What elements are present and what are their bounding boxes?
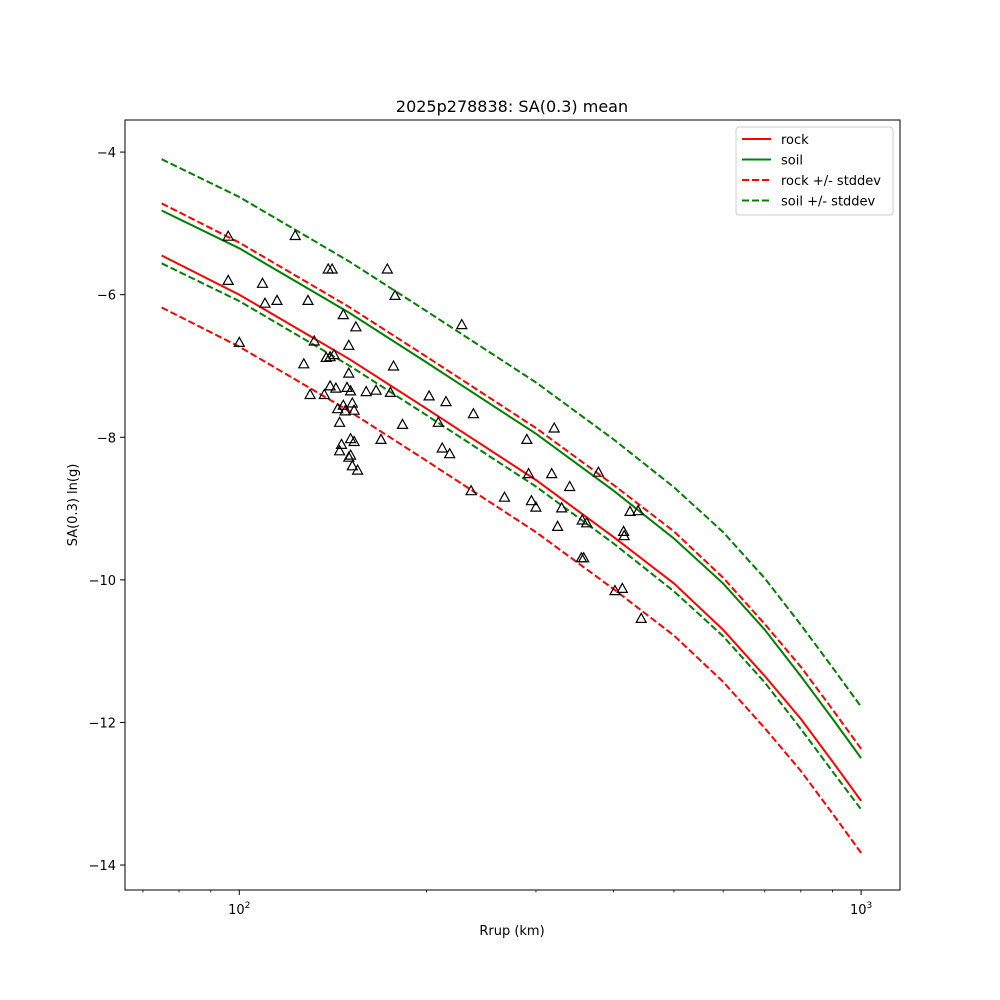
observation-point	[563, 480, 576, 492]
observation-point	[344, 384, 357, 396]
observation-point	[551, 520, 564, 532]
series-line-0	[161, 254, 862, 802]
x-tick-label: 103	[850, 901, 872, 918]
x-axis-label: Rrup (km)	[479, 924, 544, 939]
observation-point	[525, 494, 538, 506]
x-tick-label: 102	[228, 901, 250, 918]
y-axis: −4 −6 −8 −10 −12 −14	[89, 146, 125, 874]
observation-point	[439, 395, 453, 407]
observation-point	[520, 433, 533, 444]
series-line-3	[161, 306, 862, 854]
observation-point	[222, 229, 235, 241]
axes-frame	[124, 119, 901, 891]
y-tick-label: −14	[89, 859, 116, 874]
observation-point	[333, 416, 346, 427]
observations-layer	[222, 229, 648, 624]
observation-point	[384, 386, 397, 397]
observation-point	[326, 262, 339, 274]
y-tick-label: −8	[97, 431, 116, 446]
observation-point	[455, 318, 468, 330]
legend-label: rock +/- stddev	[781, 174, 881, 189]
observation-point	[545, 467, 558, 479]
observation-point	[346, 459, 359, 471]
curves-layer	[161, 158, 862, 854]
observation-point	[342, 339, 355, 350]
observation-point	[529, 500, 542, 512]
observation-point	[348, 435, 361, 447]
observation-point	[270, 294, 284, 305]
observation-point	[443, 447, 456, 459]
observation-point	[344, 448, 357, 460]
observation-point	[289, 229, 302, 241]
observation-point	[374, 433, 388, 444]
observation-point	[555, 501, 568, 513]
observation-point	[324, 379, 337, 391]
observation-point	[467, 407, 480, 419]
observation-point	[432, 416, 445, 427]
observation-point	[351, 463, 364, 475]
y-tick-label: −12	[89, 716, 116, 731]
observation-point	[331, 402, 344, 414]
legend-box	[735, 126, 894, 216]
observation-point	[387, 359, 400, 371]
observation-point	[304, 388, 317, 400]
observation-point	[592, 465, 605, 477]
observation-point	[337, 308, 350, 320]
observation-point	[608, 584, 622, 596]
observation-point	[222, 274, 235, 285]
observation-point	[348, 403, 361, 415]
y-axis-label: SA(0.3) ln(g)	[66, 464, 81, 547]
observation-point	[327, 348, 341, 360]
observation-point	[577, 551, 590, 563]
observation-point	[618, 529, 631, 541]
observation-point	[256, 277, 269, 288]
observation-point	[617, 525, 630, 537]
observation-point	[308, 334, 321, 346]
observation-point	[396, 418, 409, 429]
observation-point	[522, 467, 535, 479]
legend-label: rock	[781, 133, 809, 148]
series-line-4	[161, 158, 862, 708]
observation-point	[465, 484, 478, 496]
observation-point	[436, 441, 449, 453]
observation-point	[233, 336, 246, 347]
observation-point	[381, 262, 394, 274]
observation-point	[360, 385, 373, 397]
observation-point	[301, 294, 315, 305]
observation-point	[370, 383, 383, 395]
x-axis: 102 103	[142, 890, 872, 918]
observation-point	[388, 289, 402, 300]
observation-point	[623, 505, 637, 517]
y-tick-label: −4	[97, 146, 116, 161]
observation-point	[318, 388, 331, 400]
y-tick-label: −6	[97, 289, 116, 304]
observation-point	[339, 404, 352, 416]
y-tick-label: −10	[89, 574, 116, 589]
chart-title: 2025p278838: SA(0.3) mean	[396, 97, 628, 116]
series-line-2	[161, 202, 862, 750]
legend-label: soil +/- stddev	[781, 195, 876, 210]
legend-label: soil	[781, 154, 803, 169]
observation-point	[297, 357, 310, 369]
observation-point	[548, 421, 561, 433]
observation-point	[635, 612, 648, 624]
legend: rock soil rock +/- stddev soil +/- stddev	[735, 126, 894, 216]
observation-point	[616, 582, 629, 594]
observation-point	[329, 381, 342, 393]
observation-point	[258, 296, 272, 308]
observation-point	[632, 504, 645, 516]
series-line-1	[161, 209, 862, 759]
observation-point	[333, 444, 346, 456]
observation-point	[346, 396, 359, 408]
observation-point	[423, 389, 436, 401]
observation-point	[324, 350, 337, 362]
observation-point	[498, 490, 511, 502]
observation-point	[342, 366, 355, 378]
observation-point	[349, 320, 362, 332]
observation-point	[320, 351, 333, 362]
observation-point	[576, 513, 589, 525]
observation-point	[335, 438, 348, 449]
observation-point	[580, 516, 593, 528]
